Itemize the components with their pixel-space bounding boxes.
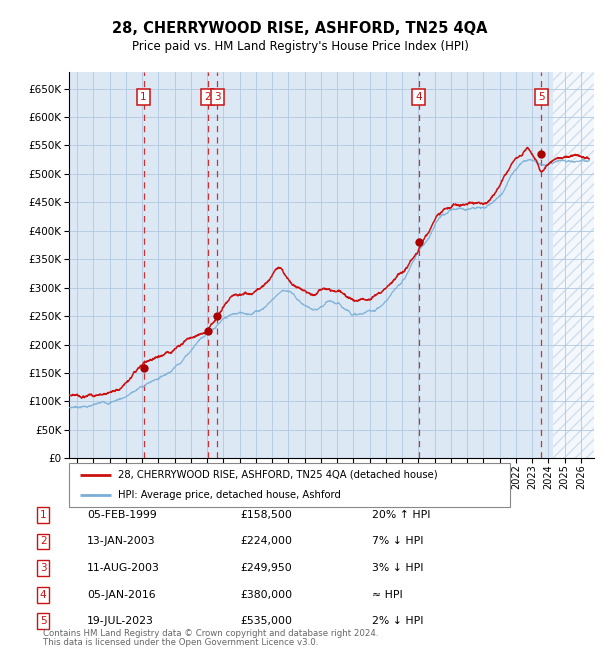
Text: 28, CHERRYWOOD RISE, ASHFORD, TN25 4QA (detached house): 28, CHERRYWOOD RISE, ASHFORD, TN25 4QA (…: [118, 470, 437, 480]
Text: 7% ↓ HPI: 7% ↓ HPI: [372, 536, 424, 547]
Text: £224,000: £224,000: [240, 536, 292, 547]
Text: £158,500: £158,500: [240, 510, 292, 520]
Text: 3: 3: [40, 563, 47, 573]
Text: 2: 2: [205, 92, 211, 102]
Text: 05-JAN-2016: 05-JAN-2016: [87, 590, 155, 600]
Text: 2% ↓ HPI: 2% ↓ HPI: [372, 616, 424, 627]
Text: Contains HM Land Registry data © Crown copyright and database right 2024.: Contains HM Land Registry data © Crown c…: [43, 629, 379, 638]
Text: 5: 5: [40, 616, 47, 627]
Text: ≈ HPI: ≈ HPI: [372, 590, 403, 600]
Text: 1: 1: [140, 92, 147, 102]
Text: 19-JUL-2023: 19-JUL-2023: [87, 616, 154, 627]
Text: 20% ↑ HPI: 20% ↑ HPI: [372, 510, 431, 520]
Text: 4: 4: [415, 92, 422, 102]
Text: HPI: Average price, detached house, Ashford: HPI: Average price, detached house, Ashf…: [118, 490, 340, 500]
Text: This data is licensed under the Open Government Licence v3.0.: This data is licensed under the Open Gov…: [43, 638, 319, 647]
Text: 13-JAN-2003: 13-JAN-2003: [87, 536, 155, 547]
Text: 05-FEB-1999: 05-FEB-1999: [87, 510, 157, 520]
Text: 11-AUG-2003: 11-AUG-2003: [87, 563, 160, 573]
Text: 4: 4: [40, 590, 47, 600]
Text: 2: 2: [40, 536, 47, 547]
Text: £380,000: £380,000: [240, 590, 292, 600]
FancyBboxPatch shape: [69, 463, 510, 507]
Text: 1: 1: [40, 510, 47, 520]
Text: 3% ↓ HPI: 3% ↓ HPI: [372, 563, 424, 573]
Text: £535,000: £535,000: [240, 616, 292, 627]
Text: Price paid vs. HM Land Registry's House Price Index (HPI): Price paid vs. HM Land Registry's House …: [131, 40, 469, 53]
Text: 5: 5: [538, 92, 544, 102]
Text: 3: 3: [214, 92, 220, 102]
Text: £249,950: £249,950: [240, 563, 292, 573]
Text: 28, CHERRYWOOD RISE, ASHFORD, TN25 4QA: 28, CHERRYWOOD RISE, ASHFORD, TN25 4QA: [112, 21, 488, 36]
